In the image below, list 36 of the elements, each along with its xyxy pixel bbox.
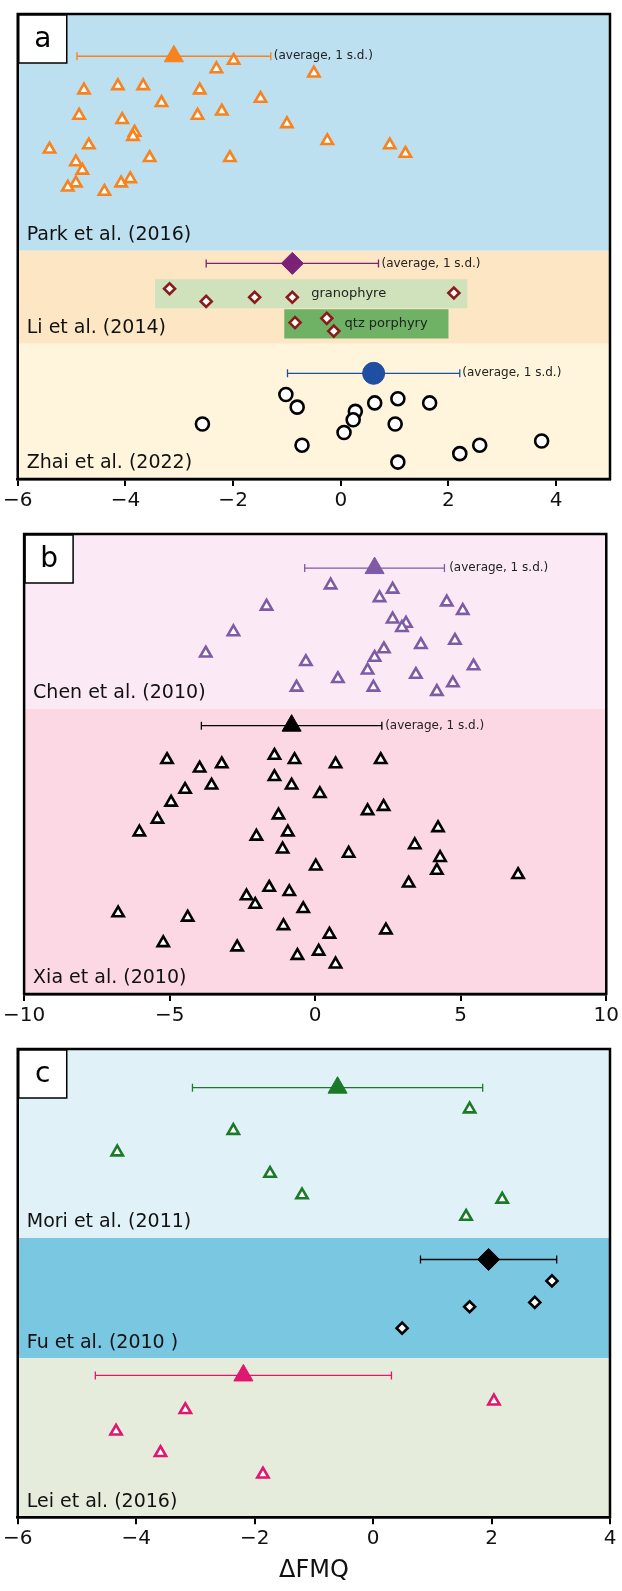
- x-tick-label: −2: [239, 1525, 270, 1550]
- x-tick-label: 2: [485, 1525, 498, 1550]
- chart-title: b: [40, 541, 58, 575]
- x-tick-label: 2: [442, 487, 455, 512]
- band-label: Mori et al. (2011): [26, 1209, 192, 1232]
- band-label: granophyre: [311, 285, 387, 301]
- x-tick-label: −4: [121, 1525, 151, 1550]
- x-tick-label: −2: [218, 487, 248, 512]
- x-tick-label: 4: [549, 487, 563, 512]
- band-label: Fu et al. (2010 ): [26, 1329, 179, 1352]
- x-tick-label: −6: [3, 1525, 33, 1550]
- band-label: Zhai et al. (2022): [26, 450, 193, 473]
- x-tick-label: 0: [366, 1525, 380, 1550]
- x-tick-label: −6: [3, 487, 33, 512]
- x-tick-label: −4: [110, 487, 141, 512]
- band-label: Lei et al. (2016): [26, 1488, 178, 1511]
- band-label: Li et al. (2014): [26, 315, 167, 338]
- x-tick-label: 10: [593, 1002, 619, 1027]
- x-tick-label: −5: [154, 1002, 185, 1027]
- x-tick-label: 5: [454, 1002, 468, 1027]
- chart-title: a: [34, 21, 52, 55]
- x-tick-label: 4: [603, 1525, 617, 1550]
- annotation: (average, 1 s.d.): [273, 48, 373, 63]
- chart-title: c: [35, 1056, 51, 1090]
- x-axis-title: ΔFMQ: [278, 1554, 349, 1583]
- x-tick-label: −10: [2, 1002, 46, 1027]
- band-label: Park et al. (2016): [26, 222, 192, 245]
- x-tick-label: 0: [334, 487, 348, 512]
- band-label: Xia et al. (2010): [33, 965, 187, 988]
- band-label: Chen et al. (2010): [33, 680, 206, 703]
- band-label: qtz porphyry: [344, 315, 428, 331]
- annotation: (average, 1 s.d.): [385, 717, 485, 732]
- x-tick-label: 0: [308, 1002, 322, 1027]
- annotation: (average, 1 s.d.): [381, 255, 481, 270]
- annotation: (average, 1 s.d.): [449, 560, 549, 575]
- annotation: (average, 1 s.d.): [462, 365, 562, 380]
